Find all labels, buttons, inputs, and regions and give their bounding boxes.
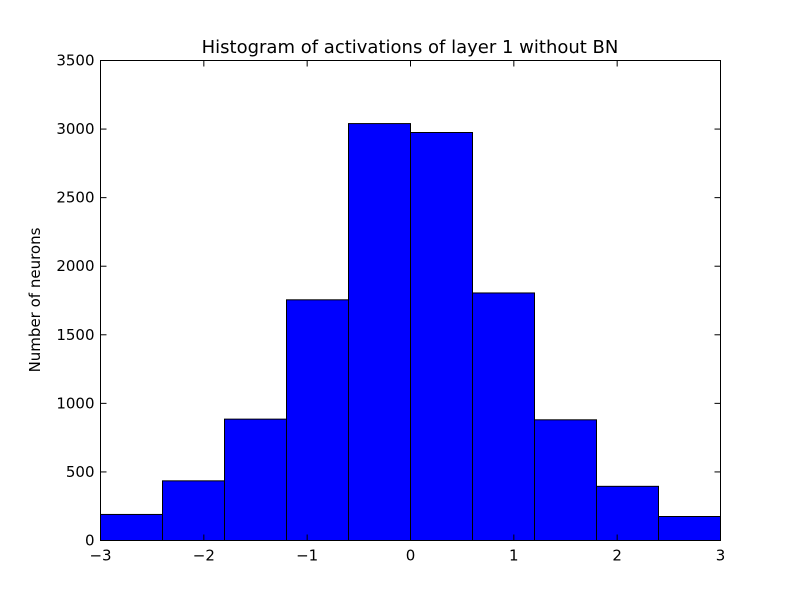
histogram-bar: [596, 485, 659, 542]
x-tick-label: 3: [716, 547, 726, 565]
y-tick-label: 1000: [56, 394, 94, 412]
x-tick-label: −3: [89, 547, 111, 565]
plot-frame: [100, 60, 721, 541]
histogram-bar: [100, 513, 163, 542]
histogram-bar: [534, 419, 597, 542]
x-tick-label: −1: [296, 547, 318, 565]
bars-group: [100, 123, 721, 542]
y-tick-label: 3500: [56, 52, 94, 70]
y-tick-label: 1500: [56, 326, 94, 344]
x-tick-label: −2: [193, 547, 215, 565]
histogram-bar: [286, 299, 349, 542]
x-tick-label: 0: [406, 547, 416, 565]
histogram-bar: [224, 418, 287, 541]
y-tick-label: 3000: [56, 120, 94, 138]
histogram-bar: [348, 123, 411, 541]
y-tick-label: 2000: [56, 257, 94, 275]
histogram-bar: [410, 132, 473, 541]
chart-title: Histogram of activations of layer 1 with…: [202, 37, 619, 58]
ticks-group: −3 −2 −1 0 1 2 3 0 500 1000 1500 2000 2500 3000 3500: [56, 52, 725, 565]
y-tick-label: 0: [85, 532, 95, 550]
histogram-bar: [472, 292, 535, 542]
histogram-bar: [162, 480, 225, 542]
y-tick-label: 500: [66, 463, 95, 481]
x-tick-label: 2: [612, 547, 622, 565]
histogram-bar: [658, 516, 721, 541]
y-tick-label: 2500: [56, 189, 94, 207]
x-tick-label: 1: [509, 547, 519, 565]
y-axis-label: Number of neurons: [26, 227, 44, 372]
